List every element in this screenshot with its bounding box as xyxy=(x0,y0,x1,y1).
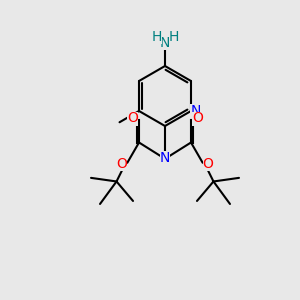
Text: O: O xyxy=(127,112,138,125)
Text: O: O xyxy=(192,112,203,125)
Text: H: H xyxy=(152,30,162,44)
Text: N: N xyxy=(160,151,170,164)
Text: O: O xyxy=(202,157,214,171)
Text: H: H xyxy=(169,30,179,44)
Text: N: N xyxy=(190,104,201,118)
Text: N: N xyxy=(160,36,170,50)
Text: O: O xyxy=(116,157,128,171)
